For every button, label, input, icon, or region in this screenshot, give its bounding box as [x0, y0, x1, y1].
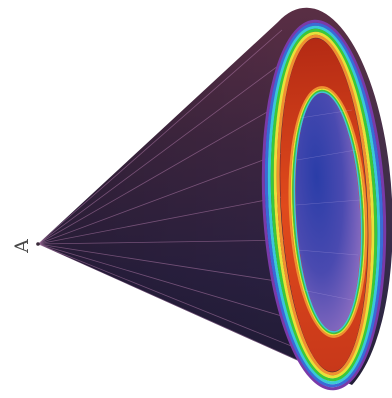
inner-rim-rings — [288, 86, 368, 338]
apex-point — [36, 242, 40, 246]
base-rim-rings — [261, 19, 387, 391]
cone-ruling-lines — [38, 29, 343, 381]
base-inner-disk — [295, 93, 361, 331]
inner-disk-lines — [295, 109, 361, 301]
vertex-label-a: A — [11, 239, 33, 254]
